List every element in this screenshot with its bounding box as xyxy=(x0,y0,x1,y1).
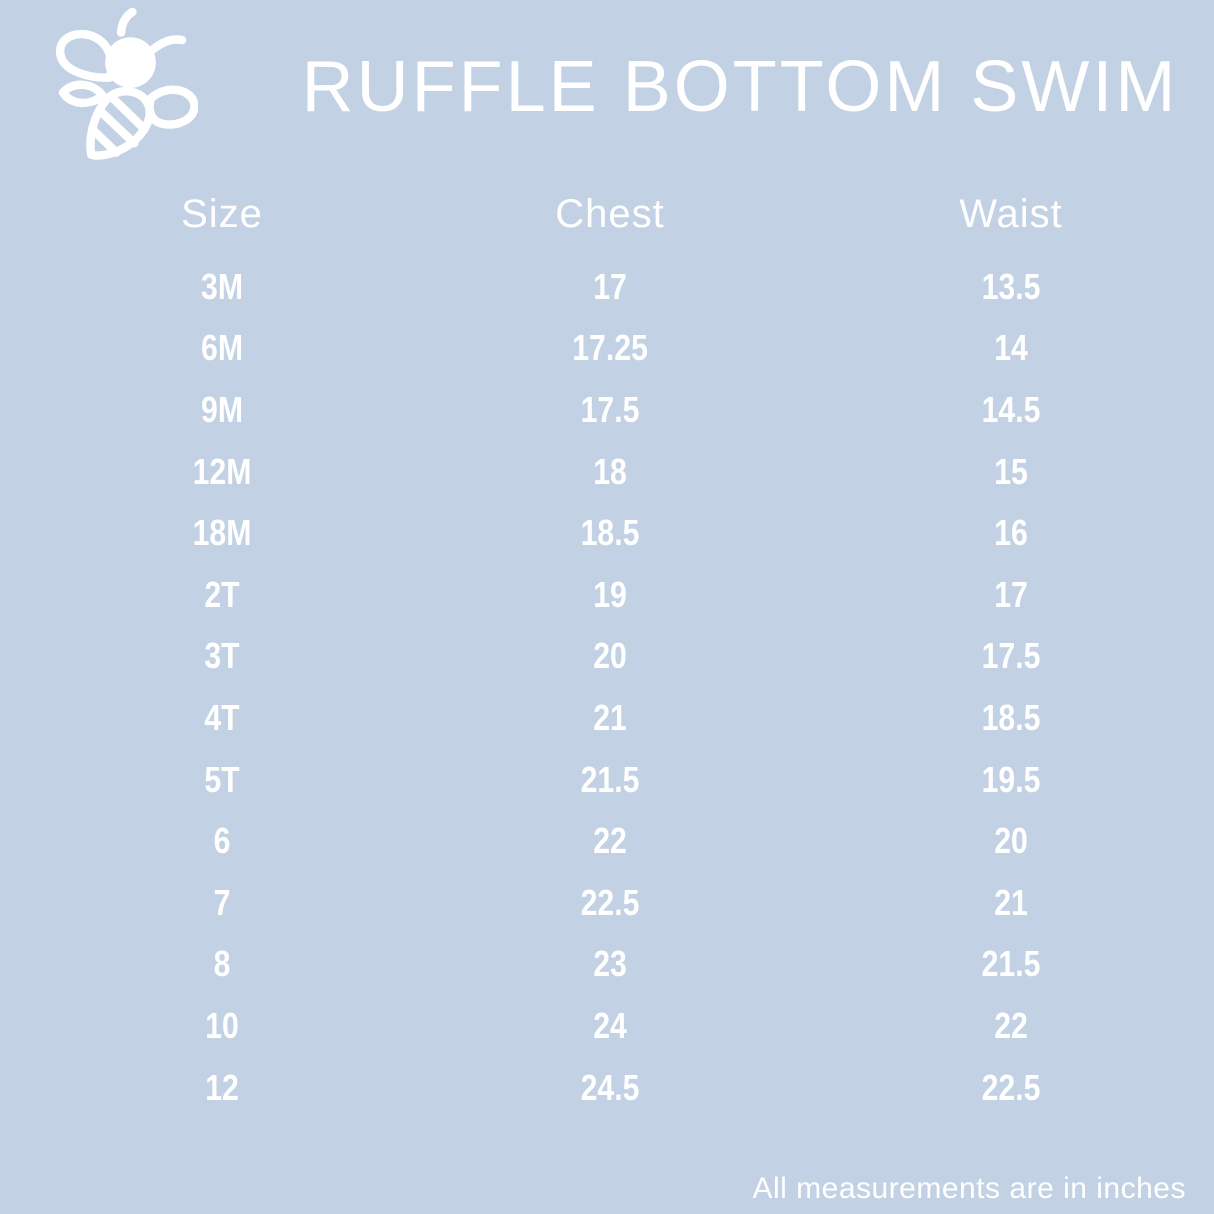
size-cell: 6M xyxy=(200,327,243,369)
size-cell: 4T xyxy=(204,696,240,738)
table-row: 12 24.5 22.5 xyxy=(0,1057,1214,1119)
size-cell: 3T xyxy=(204,635,240,677)
column-header-chest: Chest xyxy=(555,191,665,236)
chest-cell: 19 xyxy=(593,573,627,615)
table-row: 8 23 21.5 xyxy=(0,934,1214,996)
waist-cell: 22 xyxy=(994,1004,1028,1046)
waist-cell: 15 xyxy=(994,450,1028,492)
waist-cell: 16 xyxy=(994,512,1028,554)
size-cell: 9M xyxy=(200,388,243,430)
table-row: 5T 21.5 19.5 xyxy=(0,749,1214,811)
waist-cell: 18.5 xyxy=(981,696,1041,738)
chest-cell: 18.5 xyxy=(580,512,640,554)
table-row: 18M 18.5 16 xyxy=(0,502,1214,564)
size-cell: 2T xyxy=(204,573,240,615)
waist-cell: 21 xyxy=(994,881,1028,923)
size-cell: 18M xyxy=(192,512,252,554)
column-header-size: Size xyxy=(181,191,263,236)
table-row: 6M 17.25 14 xyxy=(0,318,1214,380)
size-cell: 12 xyxy=(205,1066,239,1108)
bee-logo-icon xyxy=(55,7,198,160)
waist-cell: 19.5 xyxy=(981,758,1041,800)
chest-cell: 17.5 xyxy=(580,388,640,430)
size-cell: 10 xyxy=(205,1004,239,1046)
table-row: 3T 20 17.5 xyxy=(0,626,1214,688)
table-row: 12M 18 15 xyxy=(0,441,1214,503)
page-title: RUFFLE BOTTOM SWIM xyxy=(301,47,1179,127)
chest-cell: 17 xyxy=(593,265,627,307)
waist-cell: 13.5 xyxy=(981,265,1041,307)
table-row: 3M 17 13.5 xyxy=(0,256,1214,318)
size-cell: 3M xyxy=(200,265,243,307)
waist-cell: 21.5 xyxy=(981,943,1041,985)
chest-cell: 24 xyxy=(593,1004,627,1046)
chest-cell: 24.5 xyxy=(580,1066,640,1108)
size-cell: 12M xyxy=(192,450,252,492)
size-cell: 8 xyxy=(213,943,231,985)
measurements-footnote: All measurements are in inches xyxy=(752,1172,1186,1205)
chest-cell: 17.25 xyxy=(572,327,648,369)
waist-cell: 14 xyxy=(994,327,1028,369)
chest-cell: 21.5 xyxy=(580,758,640,800)
table-body: 3M 17 13.5 6M 17.25 14 9M 17.5 14.5 12M … xyxy=(0,256,1214,1118)
table-row: 2T 19 17 xyxy=(0,564,1214,626)
chest-cell: 20 xyxy=(593,635,627,677)
table-row: 4T 21 18.5 xyxy=(0,687,1214,749)
size-cell: 7 xyxy=(213,881,231,923)
chest-cell: 23 xyxy=(593,943,627,985)
size-cell: 5T xyxy=(204,758,240,800)
chest-cell: 22.5 xyxy=(580,881,640,923)
column-header-waist: Waist xyxy=(959,191,1063,236)
table-row: 7 22.5 21 xyxy=(0,872,1214,934)
chest-cell: 18 xyxy=(593,450,627,492)
waist-cell: 22.5 xyxy=(981,1066,1041,1108)
size-table: Size Chest Waist 3M 17 13.5 6M 17.25 14 … xyxy=(0,188,1214,1118)
chest-cell: 22 xyxy=(593,820,627,862)
waist-cell: 20 xyxy=(994,820,1028,862)
table-row: 9M 17.5 14.5 xyxy=(0,379,1214,441)
waist-cell: 17 xyxy=(994,573,1028,615)
waist-cell: 17.5 xyxy=(981,635,1041,677)
chest-cell: 21 xyxy=(593,696,627,738)
waist-cell: 14.5 xyxy=(981,388,1041,430)
table-row: 6 22 20 xyxy=(0,810,1214,872)
table-row: 10 24 22 xyxy=(0,995,1214,1057)
size-cell: 6 xyxy=(213,820,231,862)
table-header-row: Size Chest Waist xyxy=(0,188,1214,240)
